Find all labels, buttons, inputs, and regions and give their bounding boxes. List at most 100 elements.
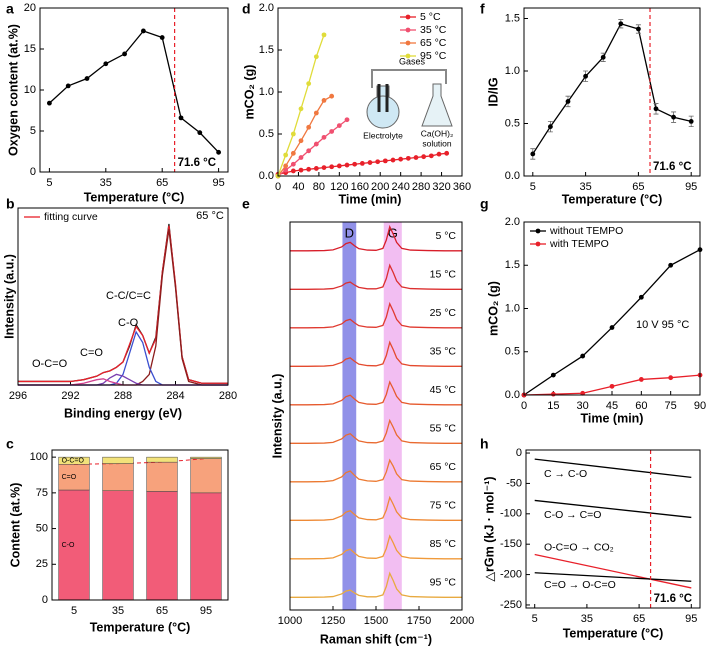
annotation: C-C/C=C (106, 290, 151, 302)
annotation: C=O (80, 347, 103, 359)
panel-label: e (242, 196, 250, 212)
marker (382, 158, 388, 164)
marker (290, 150, 296, 156)
spectrum (290, 301, 462, 329)
y-tick-label: 10 (24, 84, 36, 96)
line-series (534, 499, 692, 519)
y-tick-label: -250 (500, 599, 522, 611)
segment-label: C=O (62, 474, 77, 481)
plot-frame (523, 221, 701, 396)
bar-segment (146, 491, 178, 601)
segment-label: O-C=O (62, 458, 85, 465)
y-tick-label: 0.0 (505, 170, 520, 182)
x-axis-label: Time (min) (581, 411, 644, 425)
reference-label: 71.6 °C (653, 161, 691, 173)
legend-marker (535, 228, 541, 234)
marker (583, 73, 588, 79)
x-tick-label: 35 (100, 177, 112, 189)
marker (413, 155, 419, 160)
marker (428, 153, 434, 159)
marker (178, 115, 184, 121)
y-tick-label: 0 (30, 166, 36, 178)
marker (283, 152, 289, 158)
marker (283, 167, 289, 173)
marker (336, 123, 342, 128)
y-tick-label: 1.0 (259, 86, 274, 98)
marker (298, 155, 304, 160)
plot-frame (39, 7, 229, 173)
panel-label: d (242, 1, 251, 17)
marker (653, 106, 659, 112)
marker (344, 117, 350, 123)
y-tick-label: 2.0 (505, 216, 520, 228)
x-tick-label: 280 (412, 181, 430, 193)
y-axis-label: Oxygen content (at.%) (6, 24, 20, 156)
series-label: C-O → C=O (544, 509, 601, 521)
spectrum (290, 495, 462, 521)
panel-label: c (6, 436, 14, 452)
marker (636, 26, 641, 32)
legend-label: 5 °C (420, 11, 441, 23)
bar-segment (190, 456, 222, 459)
line-series (534, 553, 692, 589)
marker (313, 54, 319, 60)
series-label: C=O → O-C=O (544, 579, 616, 591)
legend-marker (405, 40, 411, 46)
erlenmeyer-flask (421, 83, 453, 127)
marker (306, 148, 312, 154)
marker (352, 161, 358, 167)
band (383, 222, 402, 610)
spectrum (290, 458, 462, 483)
x-tick-label: 65 (632, 181, 644, 193)
panel-label: a (6, 1, 14, 17)
marker (565, 99, 571, 104)
bar-segment (146, 456, 178, 463)
trace-label: 95 °C (430, 576, 457, 588)
x-tick-label: 75 (665, 400, 677, 412)
marker (298, 167, 304, 173)
marker (103, 61, 109, 67)
x-tick-label: 320 (432, 181, 450, 193)
spectrum (290, 571, 462, 598)
x-tick-label: 5 (46, 177, 52, 189)
x-tick-label: 60 (635, 400, 647, 412)
y-tick-label: 5 (30, 125, 36, 137)
y-tick-label: 1.5 (505, 259, 520, 271)
line-series (277, 95, 332, 177)
marker (398, 156, 404, 162)
marker (550, 391, 556, 397)
y-tick-label: -100 (500, 508, 522, 520)
plot-frame (277, 7, 463, 177)
marker (688, 119, 694, 124)
bar-segment (102, 463, 134, 491)
y-tick-label: 1.5 (505, 12, 520, 24)
trace-label: 5 °C (435, 230, 456, 242)
marker (313, 141, 319, 147)
marker (321, 165, 327, 171)
x-tick-label: 35 (112, 605, 124, 617)
marker (329, 93, 335, 99)
marker (600, 54, 606, 60)
x-tick-label: 80 (313, 181, 325, 193)
legend-label: fitting curve (44, 211, 98, 223)
marker (321, 32, 327, 38)
y-axis-label: mCO₂ (g) (242, 65, 256, 120)
marker (122, 51, 127, 57)
line-series (534, 458, 692, 478)
marker (159, 35, 165, 40)
spectrum (290, 418, 462, 444)
marker (344, 162, 350, 168)
x-tick-label: 65 (156, 605, 168, 617)
legend-marker (405, 27, 411, 33)
x-tick-label: 296 (9, 390, 27, 402)
marker (580, 390, 586, 396)
legend-label: without TEMPO (549, 225, 623, 237)
plot-frame (523, 7, 701, 177)
marker (298, 138, 304, 144)
y-tick-label: 100 (30, 451, 48, 463)
marker (390, 157, 396, 163)
x-axis-label: Temperature (°C) (90, 620, 191, 634)
x-tick-label: 200 (371, 181, 389, 193)
legend-marker (405, 53, 411, 59)
legend-label: with TEMPO (549, 238, 609, 250)
